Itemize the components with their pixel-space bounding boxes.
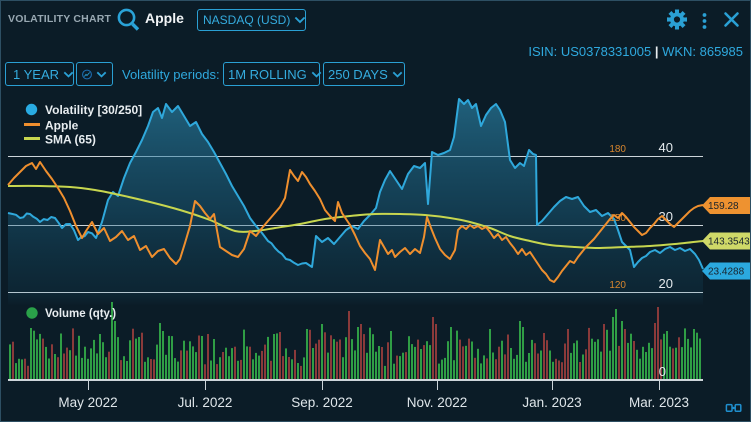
svg-text:May 2022: May 2022 — [58, 395, 117, 410]
svg-text:Apple: Apple — [45, 119, 79, 133]
svg-text:30: 30 — [659, 209, 673, 224]
svg-text:40: 40 — [659, 140, 673, 155]
svg-text:Jan. 2023: Jan. 2023 — [522, 395, 581, 410]
svg-text:20: 20 — [659, 276, 673, 291]
svg-text:143.3543: 143.3543 — [708, 237, 750, 248]
svg-text:Volume (qty.): Volume (qty.) — [45, 308, 116, 320]
svg-text:180: 180 — [609, 144, 626, 155]
svg-text:Sep. 2022: Sep. 2022 — [291, 395, 353, 410]
svg-text:159.28: 159.28 — [708, 201, 739, 212]
svg-text:23.4288: 23.4288 — [708, 267, 745, 278]
svg-text:0: 0 — [659, 364, 666, 379]
svg-text:SMA (65): SMA (65) — [45, 133, 96, 147]
svg-text:Nov. 2022: Nov. 2022 — [407, 395, 468, 410]
svg-text:Volatility [30/250]: Volatility [30/250] — [45, 103, 142, 117]
svg-text:Mar. 2023: Mar. 2023 — [629, 395, 689, 410]
svg-text:120: 120 — [609, 280, 626, 291]
svg-text:Jul. 2022: Jul. 2022 — [178, 395, 233, 410]
